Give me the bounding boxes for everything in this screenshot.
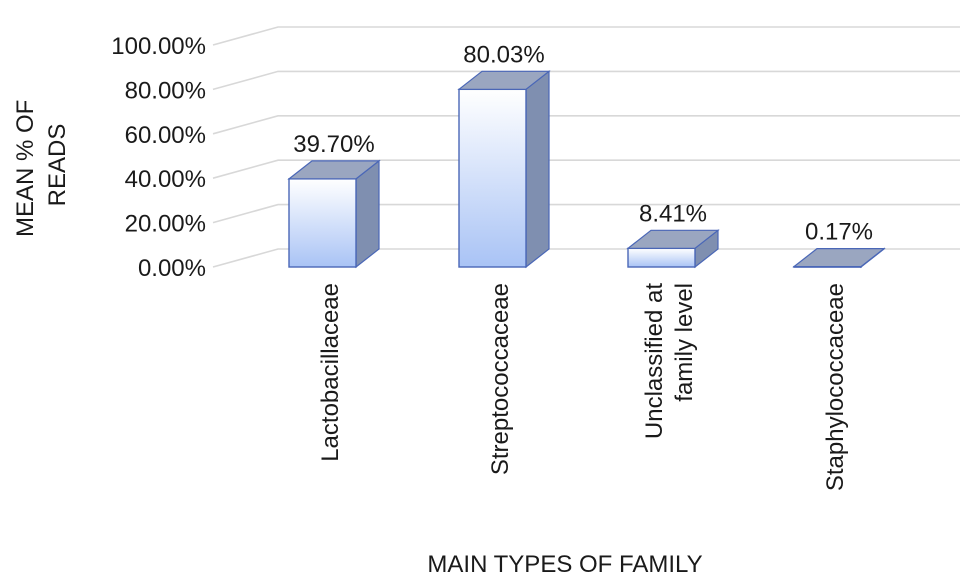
y-axis-ticks: 0.00% 20.00% 40.00% 60.00% 80.00% 100.00% — [111, 33, 206, 282]
category-label: Staphylococcaceae — [822, 283, 849, 491]
bar-top — [287, 160, 381, 180]
y-tick-label: 0.00% — [138, 255, 206, 282]
bar-front — [288, 178, 357, 268]
bars — [287, 70, 886, 269]
bar-top — [626, 229, 720, 249]
gridline — [212, 248, 960, 268]
data-label: 39.70% — [293, 131, 374, 158]
gridline — [212, 159, 960, 179]
data-label: 0.17% — [805, 219, 873, 246]
y-tick-label: 20.00% — [125, 211, 206, 238]
y-axis-label-line: MEAN % OF — [12, 100, 39, 237]
category-label-line: Unclassified at — [641, 283, 668, 439]
bar-top — [457, 70, 551, 90]
y-axis-label: MEAN % OF READS — [12, 93, 71, 237]
bar-top — [792, 248, 886, 268]
category-label-line: family level — [671, 283, 698, 402]
gridline — [212, 70, 960, 91]
data-label: 8.41% — [639, 200, 707, 227]
x-axis-categories: Lactobacillaceae Streptococcaceae Unclassi… — [317, 283, 849, 491]
x-axis-label: MAIN TYPES OF FAMILY — [427, 551, 702, 578]
y-tick-label: 60.00% — [125, 122, 206, 149]
gridline — [212, 115, 960, 135]
data-labels: 39.70% 80.03% 8.41% 0.17% — [293, 41, 873, 245]
category-label-line: Lactobacillaceae — [317, 283, 344, 462]
y-tick-label: 40.00% — [125, 166, 206, 193]
category-label-line: Streptococcaceae — [487, 283, 514, 475]
bar — [287, 159, 381, 269]
bar — [457, 70, 551, 269]
bar-front — [627, 247, 696, 268]
y-tick-label: 100.00% — [111, 33, 206, 60]
bar-front — [458, 88, 527, 268]
data-label: 80.03% — [463, 41, 544, 68]
category-label: Lactobacillaceae — [317, 283, 344, 462]
gridline — [212, 203, 960, 224]
bar — [792, 247, 886, 269]
gridline — [212, 26, 960, 46]
category-label: Unclassified at family level — [641, 283, 698, 439]
bar — [626, 229, 720, 269]
bar-side — [525, 70, 550, 269]
gridlines — [212, 26, 960, 268]
category-label: Streptococcaceae — [487, 283, 514, 475]
category-label-line: Staphylococcaceae — [822, 283, 849, 491]
y-tick-label: 80.00% — [125, 77, 206, 104]
y-axis-label-line: READS — [44, 124, 71, 207]
